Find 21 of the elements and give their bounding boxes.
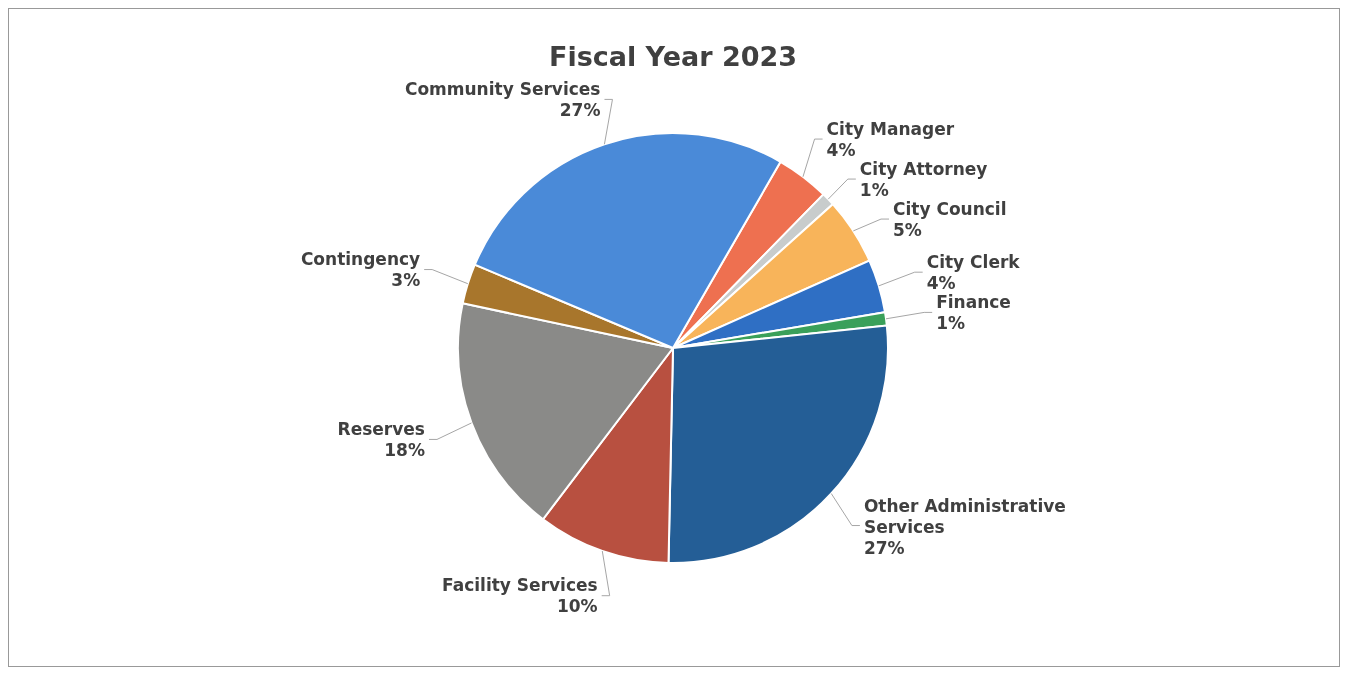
- data-label: 10%: [556, 596, 598, 617]
- slice-label: City Council: [893, 198, 1007, 219]
- slice-label: City Clerk: [926, 251, 1021, 272]
- slice-label: Reserves: [337, 418, 425, 439]
- data-label: 1%: [859, 179, 889, 200]
- data-label: 1%: [936, 312, 966, 333]
- data-label: 4%: [926, 272, 956, 293]
- slice-label: City Attorney: [859, 158, 988, 179]
- slice-label: City Manager: [826, 118, 955, 139]
- slice-label: Contingency: [300, 249, 421, 270]
- data-label: 27%: [863, 537, 905, 558]
- data-label: 27%: [559, 99, 601, 120]
- slice-label: Finance: [936, 291, 1011, 312]
- data-label: 3%: [391, 270, 421, 291]
- slice-label: Community Services: [404, 78, 601, 99]
- data-label: 4%: [826, 139, 856, 160]
- slice-label: Other Administrative Services: [863, 495, 1066, 537]
- chart-title: Fiscal Year 2023: [548, 41, 798, 72]
- data-label: 18%: [384, 439, 425, 460]
- data-label: 5%: [893, 219, 922, 240]
- slice-label: Facility Services: [442, 575, 598, 596]
